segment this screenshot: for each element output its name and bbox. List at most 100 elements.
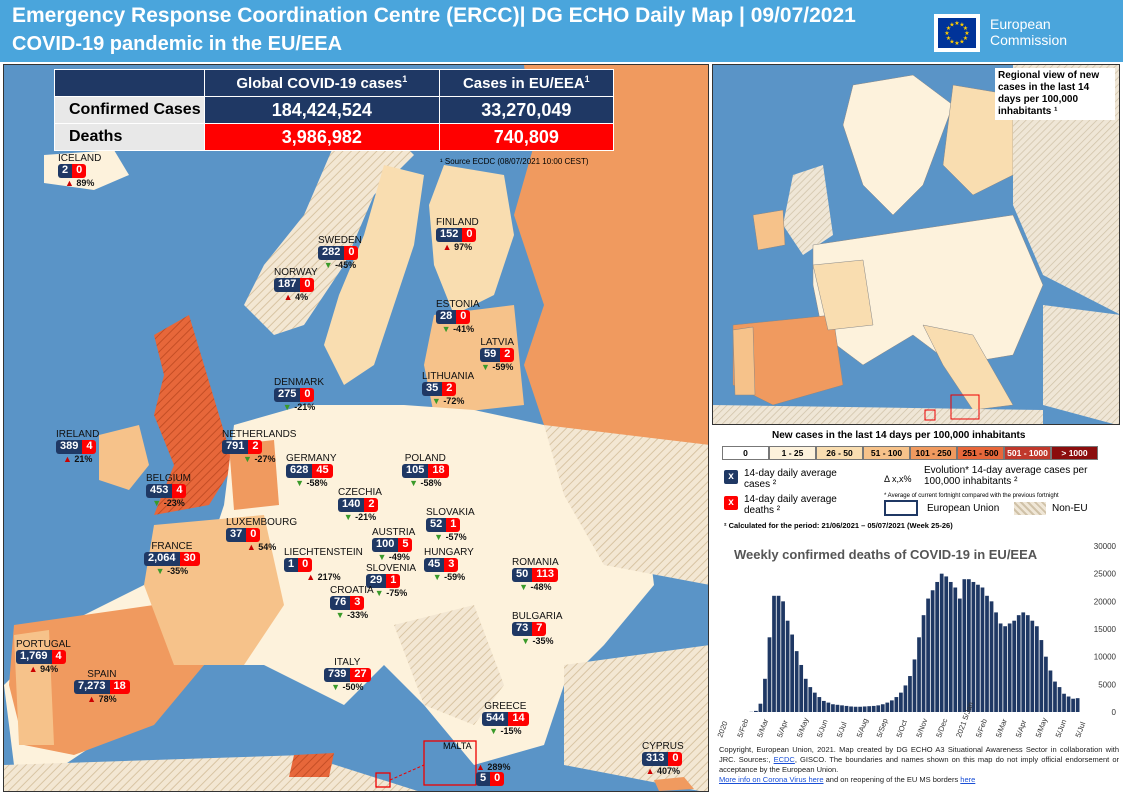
evolution-value: 289%	[487, 762, 511, 772]
chart-bar	[971, 581, 976, 712]
country-label-romania: ROMANIA 50 113 ▼ -48%	[512, 557, 559, 592]
country-deaths-value: 1	[446, 518, 461, 532]
confirmed-eu-value: 33,270,049	[438, 96, 615, 124]
evolution-row: ▼ -27%	[222, 454, 296, 464]
col-header-eu: Cases in EU/EEA1	[438, 69, 615, 97]
country-name: LITHUANIA	[422, 371, 475, 382]
svg-text:★: ★	[949, 39, 954, 46]
evolution-value: -41%	[453, 324, 475, 334]
chart-bar	[858, 706, 862, 712]
svg-text:★: ★	[949, 22, 954, 29]
chart-title: Weekly confirmed deaths of COVID-19 in E…	[734, 547, 1038, 562]
trend-down-icon: ▼	[323, 260, 336, 270]
country-label-croatia: CROATIA 76 3 ▼ -33%	[330, 585, 374, 620]
evolution-value: -21%	[355, 512, 377, 522]
stats-table: Global COVID-19 cases1 Cases in EU/EEA1 …	[54, 69, 615, 151]
evolution-value: -15%	[500, 726, 522, 736]
country-deaths-value: 2	[442, 382, 457, 396]
country-cases-value: 76	[330, 596, 351, 610]
country-label-france: FRANCE 2,064 30 ▼ -35%	[144, 541, 200, 576]
borders-link[interactable]: here	[960, 775, 976, 784]
country-name: ESTONIA	[436, 299, 480, 310]
country-stat-box: 739 27	[324, 668, 371, 682]
chart-bar	[1048, 670, 1053, 712]
country-deaths-value: 45	[312, 464, 333, 478]
chart-bar	[835, 704, 840, 712]
evolution-value: 78%	[98, 694, 117, 704]
country-cases-value: 313	[642, 752, 669, 766]
country-deaths-value: 0	[462, 228, 477, 242]
chart-bar	[763, 678, 767, 712]
evolution-value: 94%	[40, 664, 59, 674]
country-deaths-value: 5	[398, 538, 413, 552]
country-deaths-value: 7	[532, 622, 547, 636]
chart-bar	[808, 687, 813, 712]
x-tick-label: 5/Aug	[855, 717, 870, 739]
chart-bar	[1039, 640, 1044, 712]
country-deaths-value: 30	[179, 552, 200, 566]
country-deaths-value: 0	[456, 310, 471, 324]
y-tick-label: 20000	[1094, 597, 1117, 606]
corona-info-link[interactable]: More info on Corona Virus here	[719, 775, 824, 784]
chart-bar	[1044, 656, 1048, 712]
ecdc-link[interactable]: ECDC	[773, 755, 795, 764]
svg-text:★: ★	[944, 30, 949, 37]
country-stat-box: 628 45	[286, 464, 337, 478]
legend-scale-cell: 26 - 50	[816, 446, 863, 460]
country-name: GREECE	[484, 701, 527, 712]
malta-inset-label: MALTA	[443, 741, 472, 751]
chart-bar	[998, 623, 1003, 712]
x-tick-label: 2020	[715, 720, 729, 739]
european-commission-logo[interactable]: ★ ★ ★ ★ ★ ★ ★ ★ ★ ★ ★ ★ European Commission	[934, 14, 1112, 54]
country-cases-value: 140	[338, 498, 365, 512]
evolution-row: ▼ -21%	[274, 402, 324, 412]
country-label-finland: FINLAND 152 0 ▲ 97%	[436, 217, 479, 252]
x-tick-label: 5/Jun	[1054, 718, 1069, 738]
country-label-slovakia: SLOVAKIA 52 1 ▼ -57%	[426, 507, 475, 542]
evolution-value: 54%	[258, 542, 277, 552]
country-stat-box: 1,769 4	[16, 650, 71, 664]
footer-middle-text: and on reopening of the EU MS borders	[825, 775, 959, 784]
sardinia-shape	[289, 753, 334, 777]
deaths-global-value: 3,986,982	[204, 123, 440, 151]
evolution-value: -45%	[335, 260, 357, 270]
country-name: SLOVAKIA	[426, 507, 475, 518]
x-tick-label: 5/Nov	[914, 717, 929, 739]
europe-map-graphic	[4, 65, 708, 791]
trend-up-icon: ▲	[87, 694, 99, 704]
chart-bar	[831, 704, 835, 712]
evolution-value: -50%	[342, 682, 364, 692]
country-name: SWEDEN	[318, 235, 362, 246]
legend-scale-cell: 501 - 1000	[1004, 446, 1051, 460]
legend-scale-cell: 0	[722, 446, 769, 460]
country-label-poland: POLAND 105 18 ▼ -58%	[402, 453, 449, 488]
x-tick-label: 5/Mar	[755, 717, 770, 739]
country-cases-value: 73	[512, 622, 533, 636]
country-stat-box: 52 1	[426, 518, 475, 532]
evolution-row: ▼ -23%	[146, 498, 191, 508]
logo-text-line1: European	[990, 16, 1051, 32]
legend-panel: New cases in the last 14 days per 100,00…	[712, 428, 1120, 538]
deaths-legend-text: 14-day daily average deaths ²	[744, 494, 837, 516]
chart-bar	[930, 590, 935, 712]
evolution-row: ▲ 94%	[16, 664, 71, 674]
trend-down-icon: ▼	[282, 402, 295, 412]
country-name: CYPRUS	[642, 741, 684, 752]
country-name: GERMANY	[286, 453, 337, 464]
chart-bar	[944, 576, 949, 712]
country-cases-value: 544	[482, 712, 509, 726]
legend-scale-cell: 101 - 250	[910, 446, 957, 460]
trend-up-icon: ▲	[28, 664, 41, 674]
footer-notes: Copyright, European Union, 2021. Map cre…	[719, 745, 1119, 785]
evolution-row: ▼ -33%	[330, 610, 374, 620]
country-cases-value: 100	[372, 538, 399, 552]
x-tick-label: 5/Oct	[894, 718, 909, 739]
source-note: ¹ Source ECDC (08/07/2021 10:00 CEST)	[440, 157, 589, 166]
country-label-belgium: BELGIUM 453 4 ▼ -23%	[146, 473, 191, 508]
country-label-germany: GERMANY 628 45 ▼ -58%	[286, 453, 337, 488]
country-deaths-value: 0	[300, 278, 315, 292]
country-cases-value: 37	[226, 528, 247, 542]
evolution-row: ▼ -57%	[426, 532, 475, 542]
country-deaths-value: 1	[386, 574, 401, 588]
evolution-value: -27%	[254, 454, 276, 464]
